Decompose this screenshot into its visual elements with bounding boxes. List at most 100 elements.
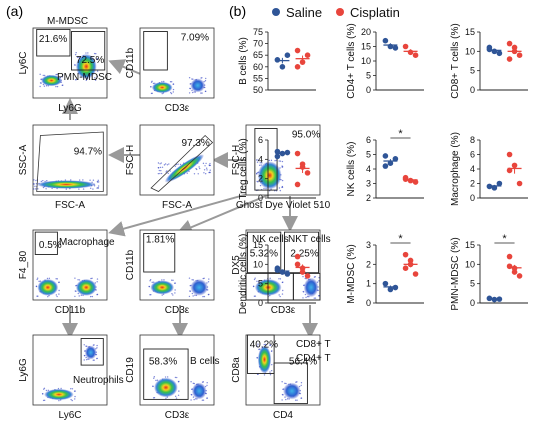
event-dot (198, 166, 200, 168)
data-point-saline (284, 52, 291, 58)
event-dot (279, 295, 281, 298)
event-dot (91, 295, 94, 298)
event-dot (75, 51, 77, 54)
event-dot (36, 278, 38, 281)
y-tick-label: 1 (366, 279, 371, 289)
event-dot (96, 75, 99, 78)
event-dot (159, 163, 161, 165)
event-dot (314, 297, 317, 299)
y-tick-label: 0 (366, 298, 371, 308)
gating-arrow (176, 189, 281, 235)
event-dot (96, 293, 98, 296)
event-dot (254, 277, 256, 279)
event-dot (258, 164, 261, 167)
event-dot (271, 350, 273, 352)
data-point-saline (496, 180, 503, 187)
event-dot (152, 82, 155, 85)
event-dot (189, 290, 191, 292)
event-dot (279, 189, 282, 192)
event-dot (74, 53, 77, 56)
event-dot (166, 376, 169, 378)
data-point-cisplatin (304, 170, 311, 176)
gate-polygon (36, 131, 104, 192)
y-tick-label: 10 (465, 46, 475, 56)
flow-ylabel: CD11b (125, 249, 136, 280)
event-dot (157, 172, 160, 175)
event-dot (269, 371, 271, 373)
event-dot (206, 169, 208, 171)
y-tick-label: 10 (465, 259, 475, 269)
gate-percentage: 0.5% (39, 240, 62, 251)
density-blob (303, 277, 319, 298)
event-dot (281, 393, 284, 396)
event-dot (193, 398, 195, 401)
event-dot (318, 295, 320, 297)
event-dot (281, 399, 283, 401)
event-dot (192, 279, 195, 281)
dot-plot-4: 2 3 4 5 6 NK cells (%) * (346, 128, 424, 203)
event-dot (278, 294, 280, 296)
event-dot (207, 281, 210, 283)
event-dot (204, 173, 207, 175)
event-dot (74, 390, 76, 392)
flow-plot-cd11b_cd3e_top: CD3ε CD11b 7.09% (125, 27, 215, 114)
flow-ylabel: CD11b (125, 47, 136, 78)
data-point-cisplatin (294, 64, 301, 70)
y-tick-label: 0 (470, 298, 475, 308)
flow-ylabel: FSC-H (125, 145, 136, 176)
event-dot (200, 92, 202, 94)
event-dot (166, 170, 168, 172)
data-point-saline (382, 153, 389, 159)
y-tick-label: 6 (258, 135, 263, 145)
y-tick-label: 15 (465, 27, 475, 37)
density-blob (151, 81, 173, 94)
data-point-saline (387, 43, 394, 50)
event-dot (83, 359, 85, 361)
event-dot (77, 292, 79, 295)
flow-cytometry-panel: Ly6G Ly6C 21.6% 72.5% CD3ε CD11b 7.09% FSC-A SSC… (18, 16, 331, 421)
event-dot (256, 280, 258, 283)
event-dot (206, 381, 208, 384)
event-dot (35, 182, 38, 185)
data-point-cisplatin (294, 181, 301, 188)
event-dot (271, 363, 273, 366)
event-dot (46, 277, 49, 280)
legend: Saline Cisplatin (272, 5, 400, 20)
event-dot (56, 295, 58, 298)
event-dot (57, 387, 60, 390)
event-dot (177, 163, 179, 165)
event-dot (43, 85, 46, 87)
y-tick-label: 0 (258, 298, 263, 308)
y-axis-label: CD8+ T cells (%) (450, 23, 461, 98)
gate-rect (80, 338, 104, 366)
event-dot (170, 92, 173, 95)
data-point-cisplatin (407, 49, 414, 56)
data-point-cisplatin (407, 261, 414, 268)
data-point-saline (486, 295, 493, 302)
flow-xlabel: Ly6G (58, 103, 82, 114)
event-dot (201, 399, 204, 401)
y-tick-label: 20 (361, 27, 371, 37)
event-dot (34, 185, 36, 188)
event-dot (209, 164, 212, 167)
gate-percentage: 58.3% (149, 356, 177, 367)
event-dot (278, 278, 280, 280)
event-dot (164, 163, 167, 165)
event-dot (302, 297, 304, 299)
event-dot (83, 354, 86, 357)
event-dot (193, 173, 196, 175)
event-dot (58, 281, 60, 283)
data-point-saline (491, 296, 498, 303)
event-dot (258, 348, 260, 351)
gate-percentage: 2.25% (290, 249, 318, 260)
event-dot (40, 180, 43, 183)
flow-ylabel: CD19 (125, 357, 136, 383)
legend-marker-cisplatin (336, 8, 344, 16)
data-point-cisplatin (412, 179, 419, 185)
event-dot (165, 397, 167, 399)
event-dot (76, 56, 79, 59)
y-axis-label: Macrophage (%) (450, 132, 461, 206)
event-dot (201, 92, 203, 94)
gate-rect (247, 334, 275, 374)
flow-plot-tcell: CD4 CD8a 40.2% 56.4% (231, 334, 321, 421)
